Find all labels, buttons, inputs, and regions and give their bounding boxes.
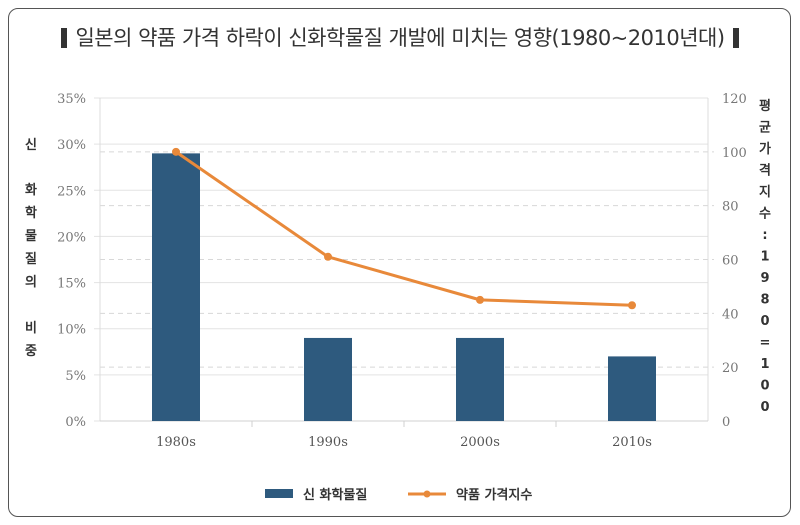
- left-tick-label: 0%: [65, 415, 86, 430]
- right-axis-label-char: 가: [759, 142, 771, 157]
- price-index-line: [175, 150, 633, 307]
- title-bar-left-icon: [61, 28, 68, 48]
- left-axis-label-char: 의: [25, 274, 37, 290]
- left-tick-label: 25%: [57, 184, 86, 199]
- legend-swatch-bars: [265, 489, 293, 498]
- chart-title: 일본의 약품 가격 하락이 신화학물질 개발에 미치는 영향(1980~2010…: [0, 22, 800, 52]
- legend-label-line: 약품 가격지수: [456, 487, 532, 503]
- left-tick-label: 5%: [65, 369, 86, 384]
- right-axis-label-char: 지: [759, 185, 771, 200]
- right-axis-label-char: :: [762, 228, 767, 243]
- right-tick-label: 0: [722, 415, 730, 430]
- right-axis-label-char: 평: [759, 98, 771, 114]
- right-axis-label-char: 1: [760, 357, 769, 372]
- x-tick-label: 2010s: [612, 435, 652, 450]
- chart-frame: [8, 8, 791, 517]
- right-axis-label-char: 격: [759, 164, 771, 179]
- left-axis-label-char: 화: [25, 182, 37, 198]
- price-index-point-1990s: [324, 252, 332, 261]
- chart-title-text: 일본의 약품 가격 하락이 신화학물질 개발에 미치는 영향(1980~2010…: [75, 26, 725, 50]
- bar-2010s: [608, 356, 656, 421]
- left-tick-label: 10%: [57, 323, 86, 338]
- left-axis-label-char: 학: [25, 205, 37, 221]
- left-axis-label-char: 질: [25, 252, 37, 267]
- bar-2000s: [456, 337, 504, 421]
- x-tick-label: 1990s: [308, 435, 348, 450]
- legend-label-bars: 신 화학물질: [303, 487, 367, 503]
- bar-1980s: [152, 153, 200, 421]
- left-tick-label: 30%: [57, 138, 86, 153]
- x-tick-label: 1980s: [156, 435, 196, 450]
- right-axis-label-char: 균: [759, 121, 771, 136]
- left-tick-label: 35%: [57, 92, 86, 107]
- right-axis-label-char: 1: [760, 250, 769, 265]
- left-axis-label-char: 물: [25, 229, 37, 244]
- right-tick-label: 100: [722, 146, 747, 161]
- right-axis-label-char: 0: [760, 400, 769, 415]
- price-index-point-1980s: [172, 147, 180, 156]
- right-tick-label: 20: [722, 361, 739, 376]
- left-tick-label: 20%: [57, 230, 86, 245]
- right-axis-label-char: =: [760, 336, 771, 351]
- price-index-point-2000s: [476, 295, 484, 304]
- right-axis-label-char: 0: [760, 379, 769, 394]
- right-tick-label: 40: [722, 307, 739, 322]
- right-axis-label-char: 수: [759, 207, 771, 222]
- left-tick-label: 15%: [57, 277, 86, 292]
- left-axis-label-char: 신: [25, 138, 37, 153]
- x-tick-label: 2000s: [460, 435, 500, 450]
- title-bar-right-icon: [732, 28, 739, 48]
- right-tick-label: 80: [722, 200, 739, 215]
- right-tick-label: 60: [722, 254, 739, 269]
- left-axis-label-char: 비: [25, 321, 37, 336]
- price-index-point-2010s: [628, 301, 636, 310]
- right-axis-label-char: 8: [760, 293, 769, 308]
- legend-swatch-marker: [423, 490, 431, 498]
- right-tick-label: 120: [722, 92, 747, 107]
- right-axis-label-char: 0: [760, 314, 769, 329]
- bar-1990s: [304, 337, 352, 421]
- right-axis-label-char: 9: [760, 271, 769, 286]
- left-axis-label-char: 중: [25, 344, 37, 359]
